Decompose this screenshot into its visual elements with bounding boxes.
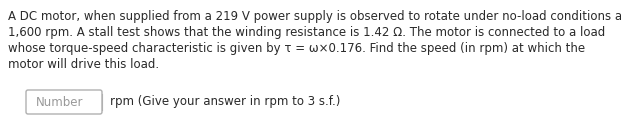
Text: rpm (Give your answer in rpm to 3 s.f.): rpm (Give your answer in rpm to 3 s.f.)	[110, 96, 340, 108]
Text: whose torque-speed characteristic is given by τ = ω×0.176. Find the speed (in rp: whose torque-speed characteristic is giv…	[8, 42, 585, 55]
Text: 1,600 rpm. A stall test shows that the winding resistance is 1.42 Ω. The motor i: 1,600 rpm. A stall test shows that the w…	[8, 26, 605, 39]
Text: A DC motor, when supplied from a 219 V power supply is observed to rotate under : A DC motor, when supplied from a 219 V p…	[8, 10, 621, 23]
Text: motor will drive this load.: motor will drive this load.	[8, 58, 159, 71]
Text: Number: Number	[36, 96, 83, 108]
FancyBboxPatch shape	[26, 90, 102, 114]
